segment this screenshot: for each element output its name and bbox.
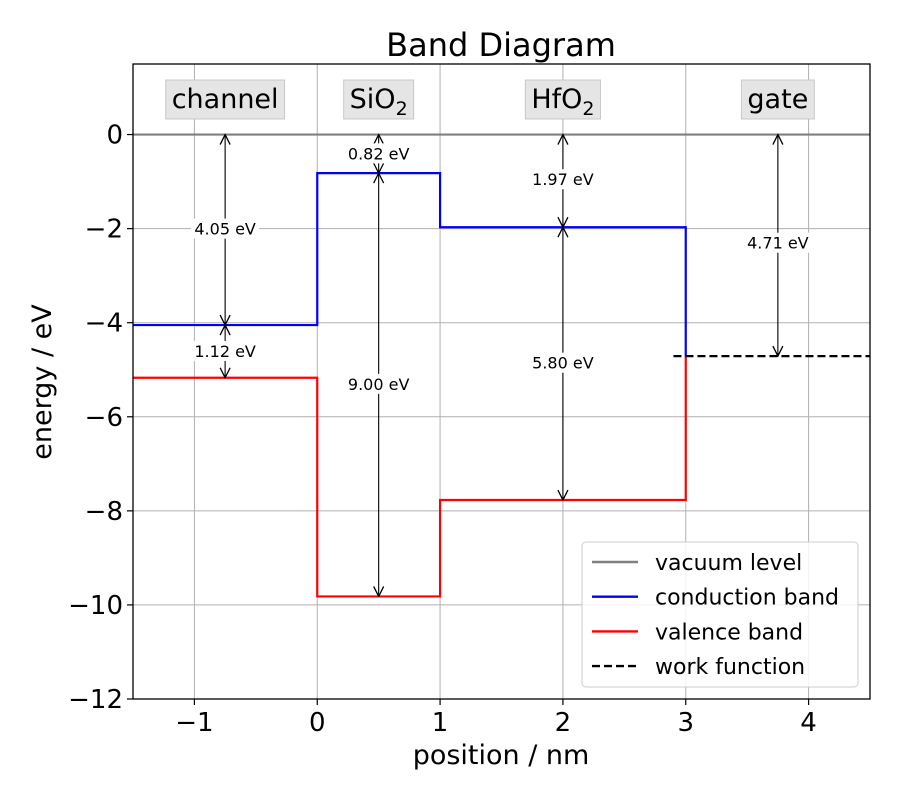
annotation-label: 1.97 eV (532, 170, 594, 189)
region-label: HfO2 (531, 84, 594, 120)
y-tick-label: −8 (85, 497, 123, 527)
legend: vacuum level conduction band valence band w… (581, 541, 859, 688)
y-tick-label: −2 (85, 215, 123, 245)
region-label: channel (172, 84, 279, 115)
legend-box (581, 541, 859, 688)
series-line-valence-band (133, 356, 687, 598)
region-label: gate (747, 84, 808, 115)
annotation-label: 1.12 eV (194, 342, 256, 361)
plot-frame (132, 63, 871, 700)
annotation-label-bg (528, 352, 597, 373)
region-label-text: SiO (350, 84, 396, 115)
x-axis-label: position / nm (413, 740, 590, 771)
x-tick-label: 3 (677, 708, 694, 738)
x-tick-label: 2 (555, 708, 572, 738)
annotation-label: 5.80 eV (532, 354, 594, 373)
annotation-label: 0.82 eV (348, 144, 410, 163)
annotation-label-bg (344, 373, 413, 394)
y-tick-label: −12 (68, 685, 123, 715)
region-label-text: gate (747, 84, 808, 115)
y-tick-label: −6 (85, 403, 123, 433)
region-label-box (165, 79, 286, 120)
y-tick-label: 0 (106, 121, 123, 151)
region-label-text: HfO (531, 84, 582, 115)
legend-label: vacuum level (655, 551, 802, 576)
annotation-label: 4.71 eV (747, 234, 809, 253)
legend-label: conduction band (655, 586, 839, 611)
annotation-label-bg (191, 340, 260, 361)
region-label-box (524, 79, 601, 120)
annotation-label: 9.00 eV (348, 375, 410, 394)
series-line-conduction-band (133, 172, 687, 357)
annotation-label-bg (191, 218, 260, 239)
y-axis-label: energy / eV (27, 304, 58, 460)
region-label-box (343, 79, 415, 120)
x-tick-label: 1 (432, 708, 449, 738)
annotation-label-bg (743, 232, 812, 253)
region-label: SiO2 (350, 84, 408, 120)
chart-title: Band Diagram (386, 26, 616, 64)
y-tick-label: −4 (85, 309, 123, 339)
region-label-subscript: 2 (396, 98, 408, 120)
x-tick-label: −1 (175, 708, 213, 738)
region-label-text: channel (172, 84, 279, 115)
x-tick-label: 0 (309, 708, 326, 738)
region-label-box (740, 79, 815, 120)
legend-label: work function (655, 655, 805, 680)
annotation-label: 4.05 eV (194, 220, 256, 239)
annotation-label-bg (528, 169, 597, 190)
annotation-label-bg (344, 143, 413, 164)
region-label-subscript: 2 (582, 98, 594, 120)
x-tick-label: 4 (800, 708, 817, 738)
legend-label: valence band (655, 620, 803, 645)
y-tick-label: −10 (68, 591, 123, 621)
